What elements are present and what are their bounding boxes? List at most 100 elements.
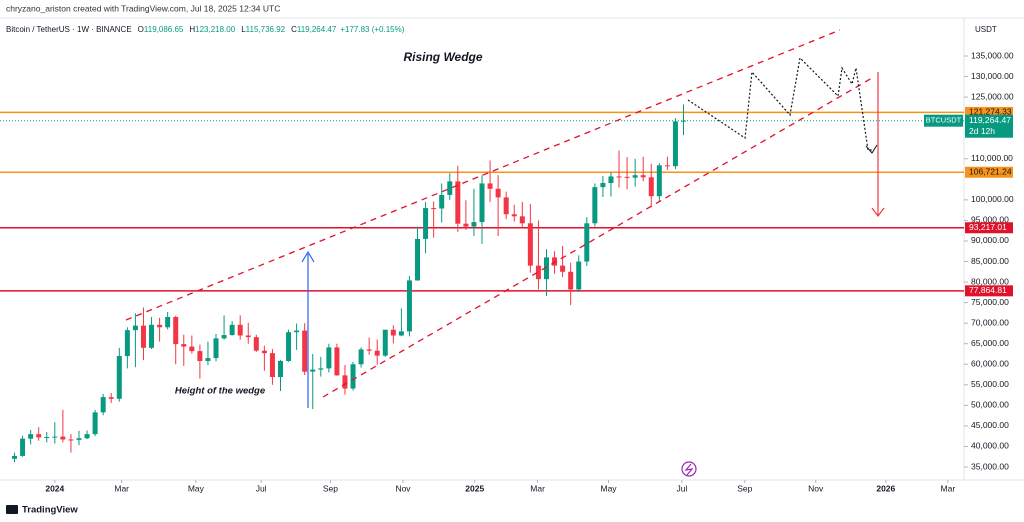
candle-body — [592, 187, 598, 224]
y-tick-label: 75,000.00 — [971, 297, 1009, 307]
candle-body — [511, 214, 517, 217]
countdown-label: 2d 12h — [969, 126, 995, 136]
brand-logo — [6, 505, 18, 514]
x-tick-label: May — [601, 483, 618, 493]
y-tick-label: 135,000.00 — [971, 50, 1014, 60]
candle-body — [213, 338, 219, 359]
price-level-tag — [965, 222, 1013, 234]
y-tick-label: 80,000.00 — [971, 276, 1009, 286]
event-icon-bolt — [684, 463, 694, 476]
brand-name: TradingView — [22, 505, 78, 516]
candle-body — [535, 265, 541, 280]
currency-label: USDT — [975, 25, 997, 34]
field-name: C — [291, 25, 297, 34]
candle-body — [439, 194, 445, 209]
y-tick-label: 130,000.00 — [971, 71, 1014, 81]
candle-body — [656, 165, 662, 197]
projection-path — [687, 56, 873, 151]
candle-body — [334, 347, 340, 376]
candle-body — [519, 216, 525, 224]
candle-body — [165, 316, 171, 328]
candle-body — [640, 175, 646, 178]
candle-body — [664, 165, 670, 167]
y-tick-label: 110,000.00 — [971, 153, 1013, 163]
y-tick-label: 125,000.00 — [971, 91, 1014, 101]
candle-body — [310, 369, 316, 372]
x-tick-label: 2026 — [876, 483, 895, 493]
price-level-label: 77,864.81 — [969, 285, 1007, 295]
candle-body — [286, 332, 292, 361]
candle-body — [12, 455, 18, 459]
symbol: Bitcoin / TetherUS · 1W · BINANCE — [6, 25, 132, 34]
candle-body — [181, 344, 187, 347]
wedge-upper-line — [125, 29, 841, 321]
field-name: H — [189, 25, 195, 34]
candle-body — [503, 197, 509, 215]
projection-arrow-head — [865, 144, 878, 154]
candle-body — [132, 325, 138, 331]
candle-body — [455, 181, 461, 224]
field-value: 123,218.00 — [195, 25, 236, 34]
x-tick-label: Nov — [395, 483, 411, 493]
candle-body — [60, 436, 66, 440]
credit: chryzano_ariston created with TradingVie… — [6, 3, 280, 13]
field-value: 115,736.92 — [246, 25, 286, 34]
last-price-label: 119,264.47 — [969, 115, 1011, 125]
y-tick-label: 90,000.00 — [971, 235, 1009, 245]
candle-body — [576, 261, 582, 290]
y-tick-label: 60,000.00 — [971, 359, 1009, 369]
wedge-lower-line — [322, 77, 873, 398]
candle-body — [632, 175, 638, 178]
x-tick-label: Mar — [941, 483, 956, 493]
x-tick-label: Mar — [530, 483, 545, 493]
field-name: L — [241, 25, 246, 34]
x-tick-label: Jul — [256, 483, 267, 493]
candle-body — [390, 329, 396, 336]
candle-body — [648, 177, 654, 197]
y-tick-label: 100,000.00 — [971, 194, 1014, 204]
y-tick-label: 55,000.00 — [971, 379, 1009, 389]
candle-body — [382, 329, 388, 356]
candle-body — [140, 325, 146, 348]
candle-body — [84, 434, 90, 439]
candle-body — [423, 208, 429, 239]
candle-body — [205, 358, 211, 361]
candle-body — [157, 324, 163, 328]
y-tick-label: 85,000.00 — [971, 256, 1009, 266]
height-arrow-head — [301, 250, 315, 263]
y-tick-label: 50,000.00 — [971, 400, 1009, 410]
candle-body — [616, 176, 622, 178]
candle-body — [149, 324, 155, 348]
candle-body — [277, 360, 283, 378]
candle-body — [495, 188, 501, 198]
price-level-tag — [965, 166, 1013, 178]
candle-body — [269, 353, 275, 378]
y-tick-label: 35,000.00 — [971, 461, 1009, 471]
candle-body — [221, 335, 227, 339]
y-tick-label: 65,000.00 — [971, 338, 1009, 348]
field-value: 119,264.47 — [297, 25, 337, 34]
candle-body — [124, 330, 130, 357]
candle-body — [108, 397, 114, 399]
field-value: 119,086.65 — [144, 25, 184, 34]
target-arrow-head — [871, 207, 885, 217]
candle-body — [189, 346, 195, 352]
price-level-label: 93,217.01 — [969, 222, 1007, 232]
y-tick-label: 40,000.00 — [971, 441, 1009, 451]
candle-body — [36, 434, 42, 438]
candle-body — [600, 183, 606, 188]
symbol-tag-label: BTCUSDT — [926, 116, 962, 125]
candle-body — [28, 434, 34, 439]
candle-body — [471, 222, 477, 227]
candle-body — [245, 335, 251, 338]
candle-body — [318, 368, 324, 370]
event-icon[interactable] — [681, 461, 697, 477]
candle-body — [261, 350, 267, 354]
candle-body — [173, 316, 179, 345]
price-level-tag — [965, 106, 1013, 118]
candle-body — [447, 181, 453, 195]
candle-body — [68, 439, 74, 441]
candle-body — [398, 331, 404, 336]
candle-body — [624, 176, 630, 178]
